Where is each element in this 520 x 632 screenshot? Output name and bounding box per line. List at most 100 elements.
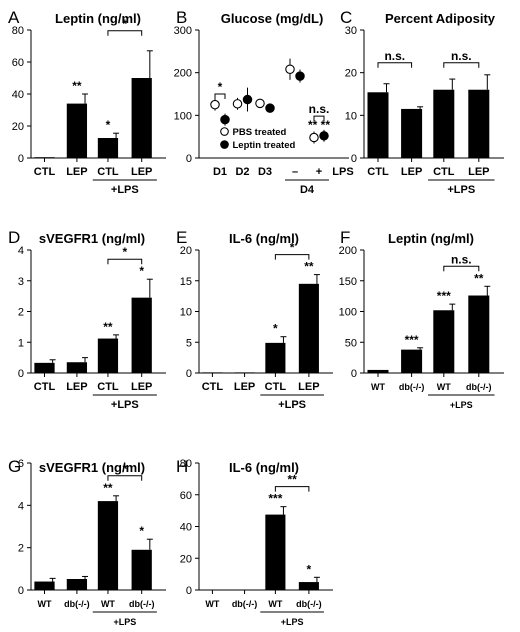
y-tick-label: 0 (351, 153, 357, 165)
bar (97, 501, 119, 590)
y-tick-label: 300 (174, 25, 192, 37)
bracket-label: n.s. (451, 252, 472, 266)
leptin-point (319, 131, 329, 141)
panel-f: F Leptin (ng/ml) 0 50 100 150 200 WT db(-/-) *** W… (339, 228, 504, 410)
significance-bracket (107, 30, 143, 36)
y-tick-label: 200 (174, 68, 192, 80)
y-tick-label: 0 (351, 368, 357, 380)
bar (265, 342, 286, 373)
y-tick-label: 60 (180, 490, 192, 502)
bracket-label: n.s. (309, 102, 330, 116)
panel-c: C Percent Adiposity 0 10 20 30 CTL LEP CTL LEP +LP… (340, 8, 504, 196)
x-tick-label: LEP (234, 381, 255, 393)
x-tick-label: LEP (131, 166, 152, 178)
x-tick-label: D2 (235, 166, 249, 178)
bar (34, 362, 55, 373)
group-label: +LPS (278, 399, 306, 411)
y-tick-label: 40 (12, 89, 24, 101)
bar (298, 283, 319, 373)
x-tick-label: CTL (34, 166, 56, 178)
bracket-label: ** (287, 473, 297, 487)
panel-letter: C (340, 8, 352, 27)
group-label: +LPS (447, 184, 475, 196)
bar (131, 549, 152, 590)
y-tick-label: 50 (345, 337, 357, 349)
bar (401, 108, 423, 158)
significance-bracket (107, 258, 143, 265)
leptin-point (265, 103, 275, 113)
x-tick-label: CTL (367, 166, 389, 178)
bar (66, 362, 88, 373)
y-tick-label: 100 (174, 110, 192, 122)
x-tick-label: + (316, 166, 322, 178)
panel-title: IL-6 (ng/ml) (229, 231, 299, 246)
y-tick-label: 20 (180, 553, 192, 565)
x-suffix-label: LPS (332, 166, 353, 178)
bar (66, 103, 88, 158)
x-tick-label: WT (371, 382, 385, 392)
y-tick-label: 60 (12, 57, 24, 69)
bar (34, 157, 55, 158)
y-tick-label: 0 (18, 585, 24, 597)
significance-label: ** (72, 79, 82, 93)
bar (131, 297, 152, 373)
y-tick-label: 0 (186, 585, 192, 597)
panel-e: E IL-6 (ng/ml) 0 5 10 15 20 CTL LEP CTL * LEP ** +LPS… (176, 228, 333, 411)
x-tick-label: LEP (468, 166, 489, 178)
bar (433, 310, 455, 373)
significance-label: * (307, 562, 312, 576)
y-tick-label: 4 (18, 500, 24, 512)
x-tick-label: db(-/-) (399, 382, 424, 392)
significance-bracket (214, 93, 226, 99)
bracket-label: * (122, 245, 127, 259)
bar (97, 338, 119, 373)
y-tick-label: 0 (18, 153, 24, 165)
panel-letter: F (340, 228, 350, 247)
bar (34, 581, 55, 590)
pbs-point (255, 98, 265, 109)
y-tick-label: 20 (180, 245, 192, 257)
y-tick-label: 1 (18, 337, 24, 349)
significance-bracket (274, 486, 310, 492)
bar (66, 578, 88, 590)
group-label: +LPS (111, 184, 139, 196)
bar (433, 89, 455, 158)
bar (367, 92, 389, 158)
y-tick-label: 80 (12, 25, 24, 37)
y-tick-label: 5 (186, 337, 192, 349)
group-label: +LPS (113, 617, 136, 627)
bar (202, 372, 223, 373)
x-tick-label: db(-/-) (129, 599, 154, 609)
significance-label: ** (474, 271, 484, 285)
panel-title: sVEGFR1 (ng/ml) (39, 231, 145, 246)
y-tick-label: 150 (339, 276, 357, 288)
y-tick-label: 0 (186, 368, 192, 380)
x-tick-label: LEP (66, 381, 87, 393)
y-tick-label: 2 (18, 543, 24, 555)
significance-label: *** (437, 289, 451, 303)
x-tick-label: db(-/-) (296, 599, 321, 609)
x-tick-label: LEP (298, 381, 319, 393)
x-tick-label: CTL (202, 381, 224, 393)
significance-label: * (139, 524, 144, 538)
y-tick-label: 10 (345, 110, 357, 122)
y-tick-label: 40 (180, 522, 192, 534)
bar (265, 514, 286, 590)
legend-marker (220, 127, 229, 136)
x-tick-label: WT (101, 599, 115, 609)
pbs-point (309, 132, 319, 143)
group-label: +LPS (281, 617, 304, 627)
legend-marker (220, 140, 229, 149)
x-tick-label: db(-/-) (64, 599, 89, 609)
x-tick-label: CTL (97, 166, 119, 178)
y-tick-label: 4 (18, 245, 24, 257)
x-tick-label: CTL (265, 381, 287, 393)
bar (367, 369, 389, 373)
leptin-point (220, 114, 230, 125)
x-tick-label: db(-/-) (466, 382, 491, 392)
bracket-label: n.s. (451, 49, 472, 63)
panel-title: Leptin (ng/ml) (388, 231, 474, 246)
